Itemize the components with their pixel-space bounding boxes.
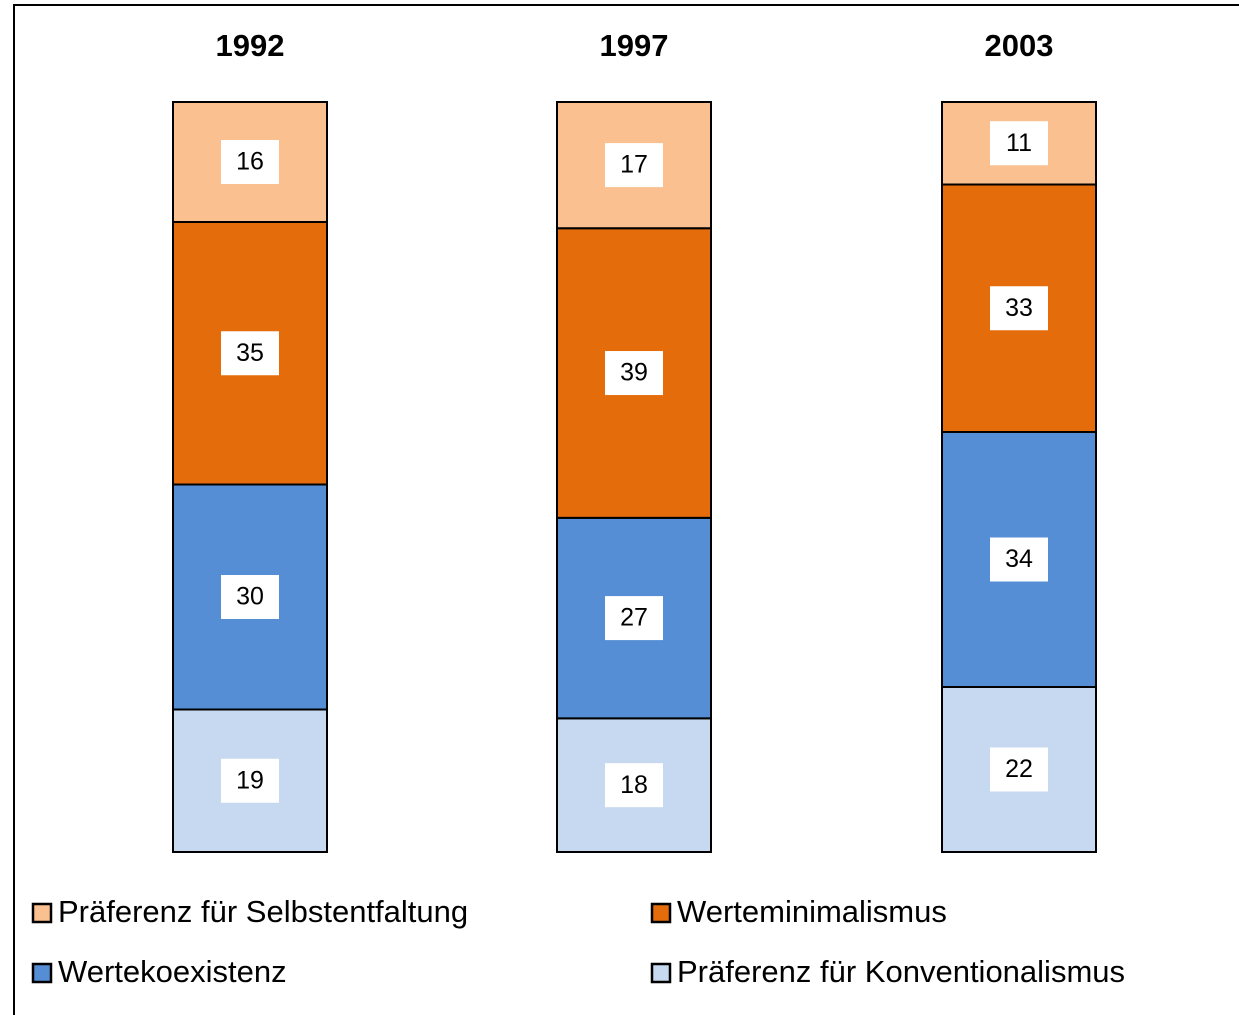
value-label-box — [221, 331, 279, 376]
value-label: 27 — [620, 604, 648, 632]
value-label-box — [605, 351, 663, 396]
value-label: 16 — [236, 148, 264, 176]
value-label: 30 — [236, 583, 264, 611]
value-label: 17 — [620, 151, 648, 179]
value-label: 19 — [236, 766, 264, 794]
value-label: 34 — [1005, 545, 1033, 573]
value-label-box — [221, 758, 279, 803]
x-tick-label: 1992 — [216, 28, 285, 63]
value-label-box — [990, 537, 1048, 582]
legend-label: Werteminimalismus — [677, 894, 947, 929]
legend-marker — [650, 902, 672, 924]
value-label: 39 — [620, 359, 648, 387]
value-label: 22 — [1005, 755, 1033, 783]
value-label-box — [605, 143, 663, 188]
value-label-box — [221, 575, 279, 619]
value-label-box — [605, 596, 663, 641]
value-label-box — [990, 121, 1048, 166]
value-label-box — [605, 763, 663, 808]
x-tick-label: 1997 — [600, 28, 669, 63]
value-label: 35 — [236, 339, 264, 367]
value-label-box — [990, 286, 1048, 331]
legend-marker — [31, 962, 53, 984]
value-label-box — [990, 747, 1048, 792]
legend-marker — [31, 902, 53, 924]
value-label-box — [221, 140, 279, 184]
legend-label: Präferenz für Konventionalismus — [677, 954, 1125, 989]
legend-label: Präferenz für Selbstentfaltung — [58, 894, 468, 929]
value-label: 33 — [1005, 294, 1033, 322]
legend-label: Wertekoexistenz — [58, 954, 287, 989]
value-label: 18 — [620, 771, 648, 799]
value-label: 11 — [1006, 129, 1032, 157]
legend-marker — [650, 962, 672, 984]
x-tick-label: 2003 — [985, 28, 1054, 63]
